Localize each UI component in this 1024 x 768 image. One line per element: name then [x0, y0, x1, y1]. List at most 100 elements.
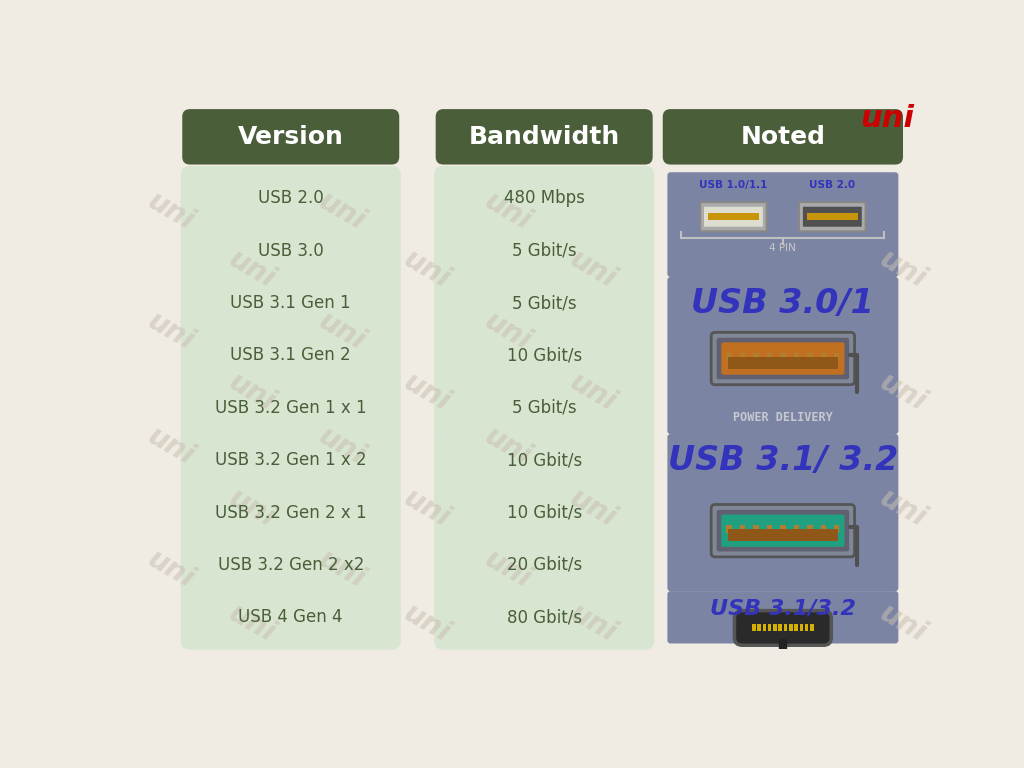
Bar: [763, 624, 766, 631]
Text: USB 3.2 Gen 2 x 1: USB 3.2 Gen 2 x 1: [215, 504, 367, 521]
Text: 10 Gbit/s: 10 Gbit/s: [507, 504, 582, 521]
Text: uni: uni: [224, 599, 281, 648]
Text: USB 3.2 Gen 2 x2: USB 3.2 Gen 2 x2: [217, 556, 364, 574]
Text: uni: uni: [860, 104, 914, 134]
FancyBboxPatch shape: [434, 166, 654, 230]
Text: USB 3.0: USB 3.0: [258, 242, 324, 260]
FancyBboxPatch shape: [180, 376, 400, 440]
Text: 5 Gbit/s: 5 Gbit/s: [512, 399, 577, 417]
Bar: [754, 353, 759, 361]
Text: uni: uni: [874, 245, 931, 293]
Text: 480 Mbps: 480 Mbps: [504, 190, 585, 207]
FancyBboxPatch shape: [434, 532, 654, 598]
Text: Version: Version: [238, 125, 344, 149]
Bar: [780, 353, 785, 361]
Text: USB 3.2 Gen 1 x 2: USB 3.2 Gen 1 x 2: [215, 452, 367, 469]
Bar: [810, 624, 814, 631]
Text: 4 PIN: 4 PIN: [769, 243, 797, 253]
FancyBboxPatch shape: [180, 585, 400, 650]
Text: uni: uni: [224, 484, 281, 532]
Bar: [834, 525, 840, 533]
Text: USB 2.0: USB 2.0: [809, 180, 855, 190]
FancyBboxPatch shape: [703, 207, 763, 227]
Text: POWER DELIVERY: POWER DELIVERY: [733, 411, 833, 424]
FancyBboxPatch shape: [434, 585, 654, 650]
FancyBboxPatch shape: [668, 172, 898, 277]
Text: USB 4 Gen 4: USB 4 Gen 4: [239, 608, 343, 626]
Bar: [807, 525, 812, 533]
Text: uni: uni: [398, 368, 455, 417]
Bar: [807, 214, 858, 220]
FancyBboxPatch shape: [180, 532, 400, 598]
Text: uni: uni: [313, 306, 370, 356]
Bar: [820, 525, 826, 533]
FancyBboxPatch shape: [799, 202, 865, 231]
Text: uni: uni: [874, 484, 931, 532]
Text: uni: uni: [479, 306, 536, 356]
Text: Bandwidth: Bandwidth: [469, 125, 620, 149]
Text: uni: uni: [565, 368, 622, 417]
Text: uni: uni: [479, 422, 536, 471]
Text: uni: uni: [313, 187, 370, 236]
FancyBboxPatch shape: [668, 591, 898, 644]
FancyBboxPatch shape: [663, 109, 903, 164]
Bar: [739, 353, 745, 361]
Text: Noted: Noted: [740, 125, 825, 149]
Bar: [767, 525, 772, 533]
Bar: [820, 353, 826, 361]
Bar: [778, 624, 782, 631]
Text: uni: uni: [142, 306, 199, 356]
Bar: [794, 353, 799, 361]
Bar: [783, 624, 787, 631]
FancyBboxPatch shape: [721, 515, 845, 547]
FancyBboxPatch shape: [668, 277, 898, 434]
FancyBboxPatch shape: [434, 376, 654, 440]
FancyBboxPatch shape: [700, 202, 767, 231]
Bar: [794, 525, 799, 533]
FancyBboxPatch shape: [717, 338, 849, 379]
Text: uni: uni: [398, 484, 455, 532]
Text: 5 Gbit/s: 5 Gbit/s: [512, 242, 577, 260]
FancyBboxPatch shape: [180, 480, 400, 545]
Text: USB 3.1 Gen 1: USB 3.1 Gen 1: [230, 294, 351, 312]
Text: uni: uni: [224, 368, 281, 417]
Bar: [767, 353, 772, 361]
Bar: [726, 525, 732, 533]
Bar: [728, 529, 838, 541]
Text: uni: uni: [565, 599, 622, 648]
FancyBboxPatch shape: [434, 480, 654, 545]
Text: uni: uni: [142, 422, 199, 471]
Bar: [807, 353, 812, 361]
Text: uni: uni: [398, 599, 455, 648]
FancyBboxPatch shape: [434, 271, 654, 336]
Bar: [800, 624, 803, 631]
Text: uni: uni: [565, 484, 622, 532]
Bar: [773, 624, 776, 631]
Bar: [834, 353, 840, 361]
Bar: [754, 525, 759, 533]
Text: 5 Gbit/s: 5 Gbit/s: [512, 294, 577, 312]
FancyBboxPatch shape: [180, 323, 400, 388]
Text: USB 2.0: USB 2.0: [258, 190, 324, 207]
Text: USB 3.0/1: USB 3.0/1: [691, 286, 874, 319]
Text: 80 Gbit/s: 80 Gbit/s: [507, 608, 582, 626]
Text: USB 1.0/1.1: USB 1.0/1.1: [699, 180, 768, 190]
Text: uni: uni: [224, 245, 281, 293]
FancyBboxPatch shape: [734, 611, 831, 645]
Text: USB 3.1/3.2: USB 3.1/3.2: [710, 598, 856, 618]
FancyBboxPatch shape: [434, 428, 654, 492]
FancyBboxPatch shape: [712, 333, 855, 385]
Text: uni: uni: [313, 422, 370, 471]
Bar: [768, 624, 771, 631]
FancyBboxPatch shape: [434, 218, 654, 283]
FancyBboxPatch shape: [180, 428, 400, 492]
FancyBboxPatch shape: [434, 323, 654, 388]
Bar: [726, 353, 732, 361]
Text: uni: uni: [479, 187, 536, 236]
FancyBboxPatch shape: [803, 207, 862, 227]
Bar: [739, 525, 745, 533]
Bar: [752, 624, 756, 631]
FancyBboxPatch shape: [180, 271, 400, 336]
FancyBboxPatch shape: [721, 343, 845, 375]
FancyBboxPatch shape: [180, 166, 400, 230]
